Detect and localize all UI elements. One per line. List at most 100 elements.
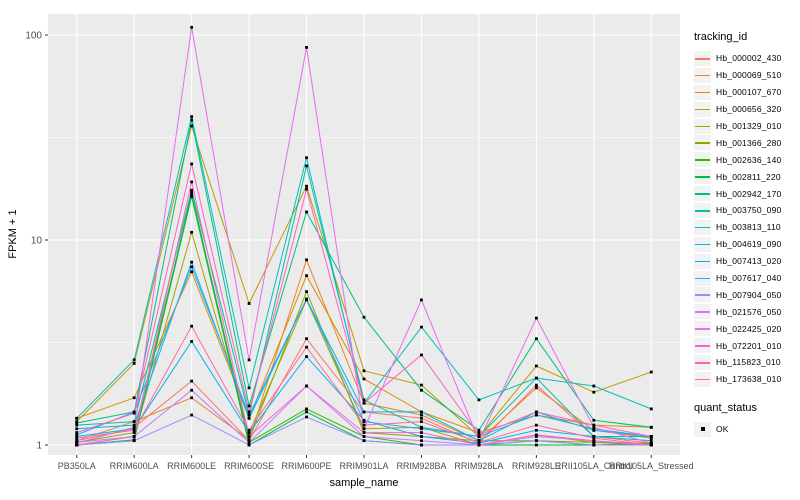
- data-point-marker: [305, 384, 308, 388]
- data-point-marker: [75, 439, 79, 443]
- legend-key-line-icon: [695, 277, 710, 280]
- legend-key: [694, 270, 711, 286]
- legend-item-label: Hb_007413_020: [716, 256, 782, 267]
- data-point-marker: [132, 427, 136, 431]
- data-point-marker: [75, 436, 79, 440]
- data-point-marker: [362, 410, 366, 414]
- data-point-marker: [420, 416, 423, 420]
- data-point-marker: [649, 370, 653, 374]
- data-point-marker: [305, 187, 308, 191]
- data-point-marker: [305, 164, 308, 168]
- legend-item: Hb_000656_320: [694, 101, 798, 118]
- y-tick-label: 1: [36, 441, 42, 452]
- data-point-marker: [420, 425, 423, 429]
- data-point-marker: [649, 439, 653, 443]
- data-point-marker: [362, 315, 366, 319]
- x-tick-label: RRII105LA_Stressed: [609, 461, 694, 471]
- data-point-marker: [477, 440, 481, 444]
- legend-items: Hb_000002_430 Hb_000069_510 Hb_000107_670 H…: [694, 50, 798, 388]
- legend-item-label: Hb_003813_110: [716, 222, 781, 233]
- data-point-marker: [534, 364, 538, 368]
- data-point-marker: [247, 386, 251, 390]
- legend-key: [694, 371, 711, 387]
- legend-item-label: Hb_001366_280: [716, 137, 782, 148]
- legend-item-label: Hb_001329_010: [716, 121, 782, 131]
- data-point-marker: [420, 298, 423, 302]
- data-point-marker: [75, 433, 79, 437]
- data-point-marker: [247, 431, 251, 434]
- legend-item-label: Hb_000656_320: [716, 104, 782, 115]
- quant-status-key: [694, 421, 711, 437]
- y-tick-label: 10: [31, 236, 43, 247]
- data-point-marker: [190, 260, 194, 264]
- x-tick-label: PB350LA: [58, 461, 96, 471]
- quant-status-title: quant_status: [694, 401, 757, 414]
- data-point-marker: [534, 386, 538, 390]
- legend-key: [694, 135, 711, 151]
- x-tick-label: RRIM901LA: [339, 461, 388, 471]
- legend-key: [694, 236, 711, 252]
- legend-key-line-icon: [695, 108, 710, 111]
- data-point-marker: [305, 274, 308, 278]
- data-point-marker: [592, 435, 596, 438]
- data-point-marker: [247, 428, 251, 432]
- data-point-marker: [362, 420, 366, 424]
- data-point-marker: [477, 433, 481, 437]
- legend-item: Hb_115823_010: [694, 354, 798, 371]
- quant-status-item: OK: [694, 421, 798, 438]
- legend-key-line-icon: [695, 328, 710, 330]
- data-point-marker: [534, 337, 538, 341]
- data-point-marker: [420, 388, 423, 392]
- data-point-marker: [132, 420, 136, 424]
- legend-item: Hb_007904_050: [694, 286, 798, 303]
- data-point-marker: [75, 421, 79, 425]
- data-point-marker: [305, 210, 308, 214]
- legend-item-label: Hb_115823_010: [716, 357, 781, 368]
- legend-item-label: Hb_000069_510: [716, 70, 782, 81]
- x-tick-label: RRIM928LA: [454, 461, 503, 471]
- data-point-marker: [592, 425, 596, 429]
- data-point-marker: [132, 425, 136, 429]
- data-point-marker: [305, 407, 308, 411]
- legend-item: Hb_002811_220: [694, 168, 798, 185]
- data-point-marker: [420, 435, 423, 438]
- legend-key-line-icon: [695, 209, 710, 212]
- data-point-marker: [247, 440, 251, 444]
- data-point-marker: [132, 439, 136, 443]
- legend-item-label: Hb_007617_040: [716, 273, 782, 284]
- legend-item-label: Hb_002811_220: [716, 171, 781, 182]
- legend-item-label: Hb_000002_430: [716, 53, 782, 64]
- data-point-marker: [362, 439, 366, 443]
- legend-key: [694, 354, 711, 370]
- data-point-marker: [534, 428, 538, 432]
- data-point-marker: [75, 435, 79, 438]
- data-point-marker: [75, 431, 79, 434]
- legend-item-label: Hb_022425_020: [716, 323, 782, 334]
- data-point-marker: [592, 423, 596, 427]
- data-point-marker: [247, 413, 251, 417]
- legend-key: [694, 202, 711, 218]
- data-point-marker: [420, 439, 423, 443]
- legend-item-label: Hb_072201_010: [716, 340, 782, 351]
- data-point-marker: [190, 25, 194, 29]
- legend-item: Hb_000107_670: [694, 84, 798, 101]
- legend-item-label: Hb_002636_140: [716, 154, 782, 165]
- data-point-marker: [649, 436, 653, 440]
- data-point-marker: [132, 411, 136, 415]
- y-tick-label: 100: [25, 31, 42, 42]
- data-point-marker: [362, 398, 366, 402]
- legend-item: Hb_001329_010: [694, 118, 798, 135]
- legend-key: [694, 304, 711, 320]
- legend-item: Hb_007413_020: [694, 253, 798, 270]
- data-point-marker: [190, 270, 194, 274]
- data-point-marker: [592, 439, 596, 443]
- data-point-marker: [477, 439, 481, 443]
- data-point-marker: [534, 413, 538, 417]
- data-point-marker: [534, 316, 538, 320]
- data-point-marker: [190, 396, 194, 400]
- data-point-marker: [305, 355, 308, 358]
- data-point-marker: [534, 383, 538, 387]
- data-point-marker: [305, 156, 308, 160]
- legend-item-label: Hb_173638_010: [716, 374, 782, 385]
